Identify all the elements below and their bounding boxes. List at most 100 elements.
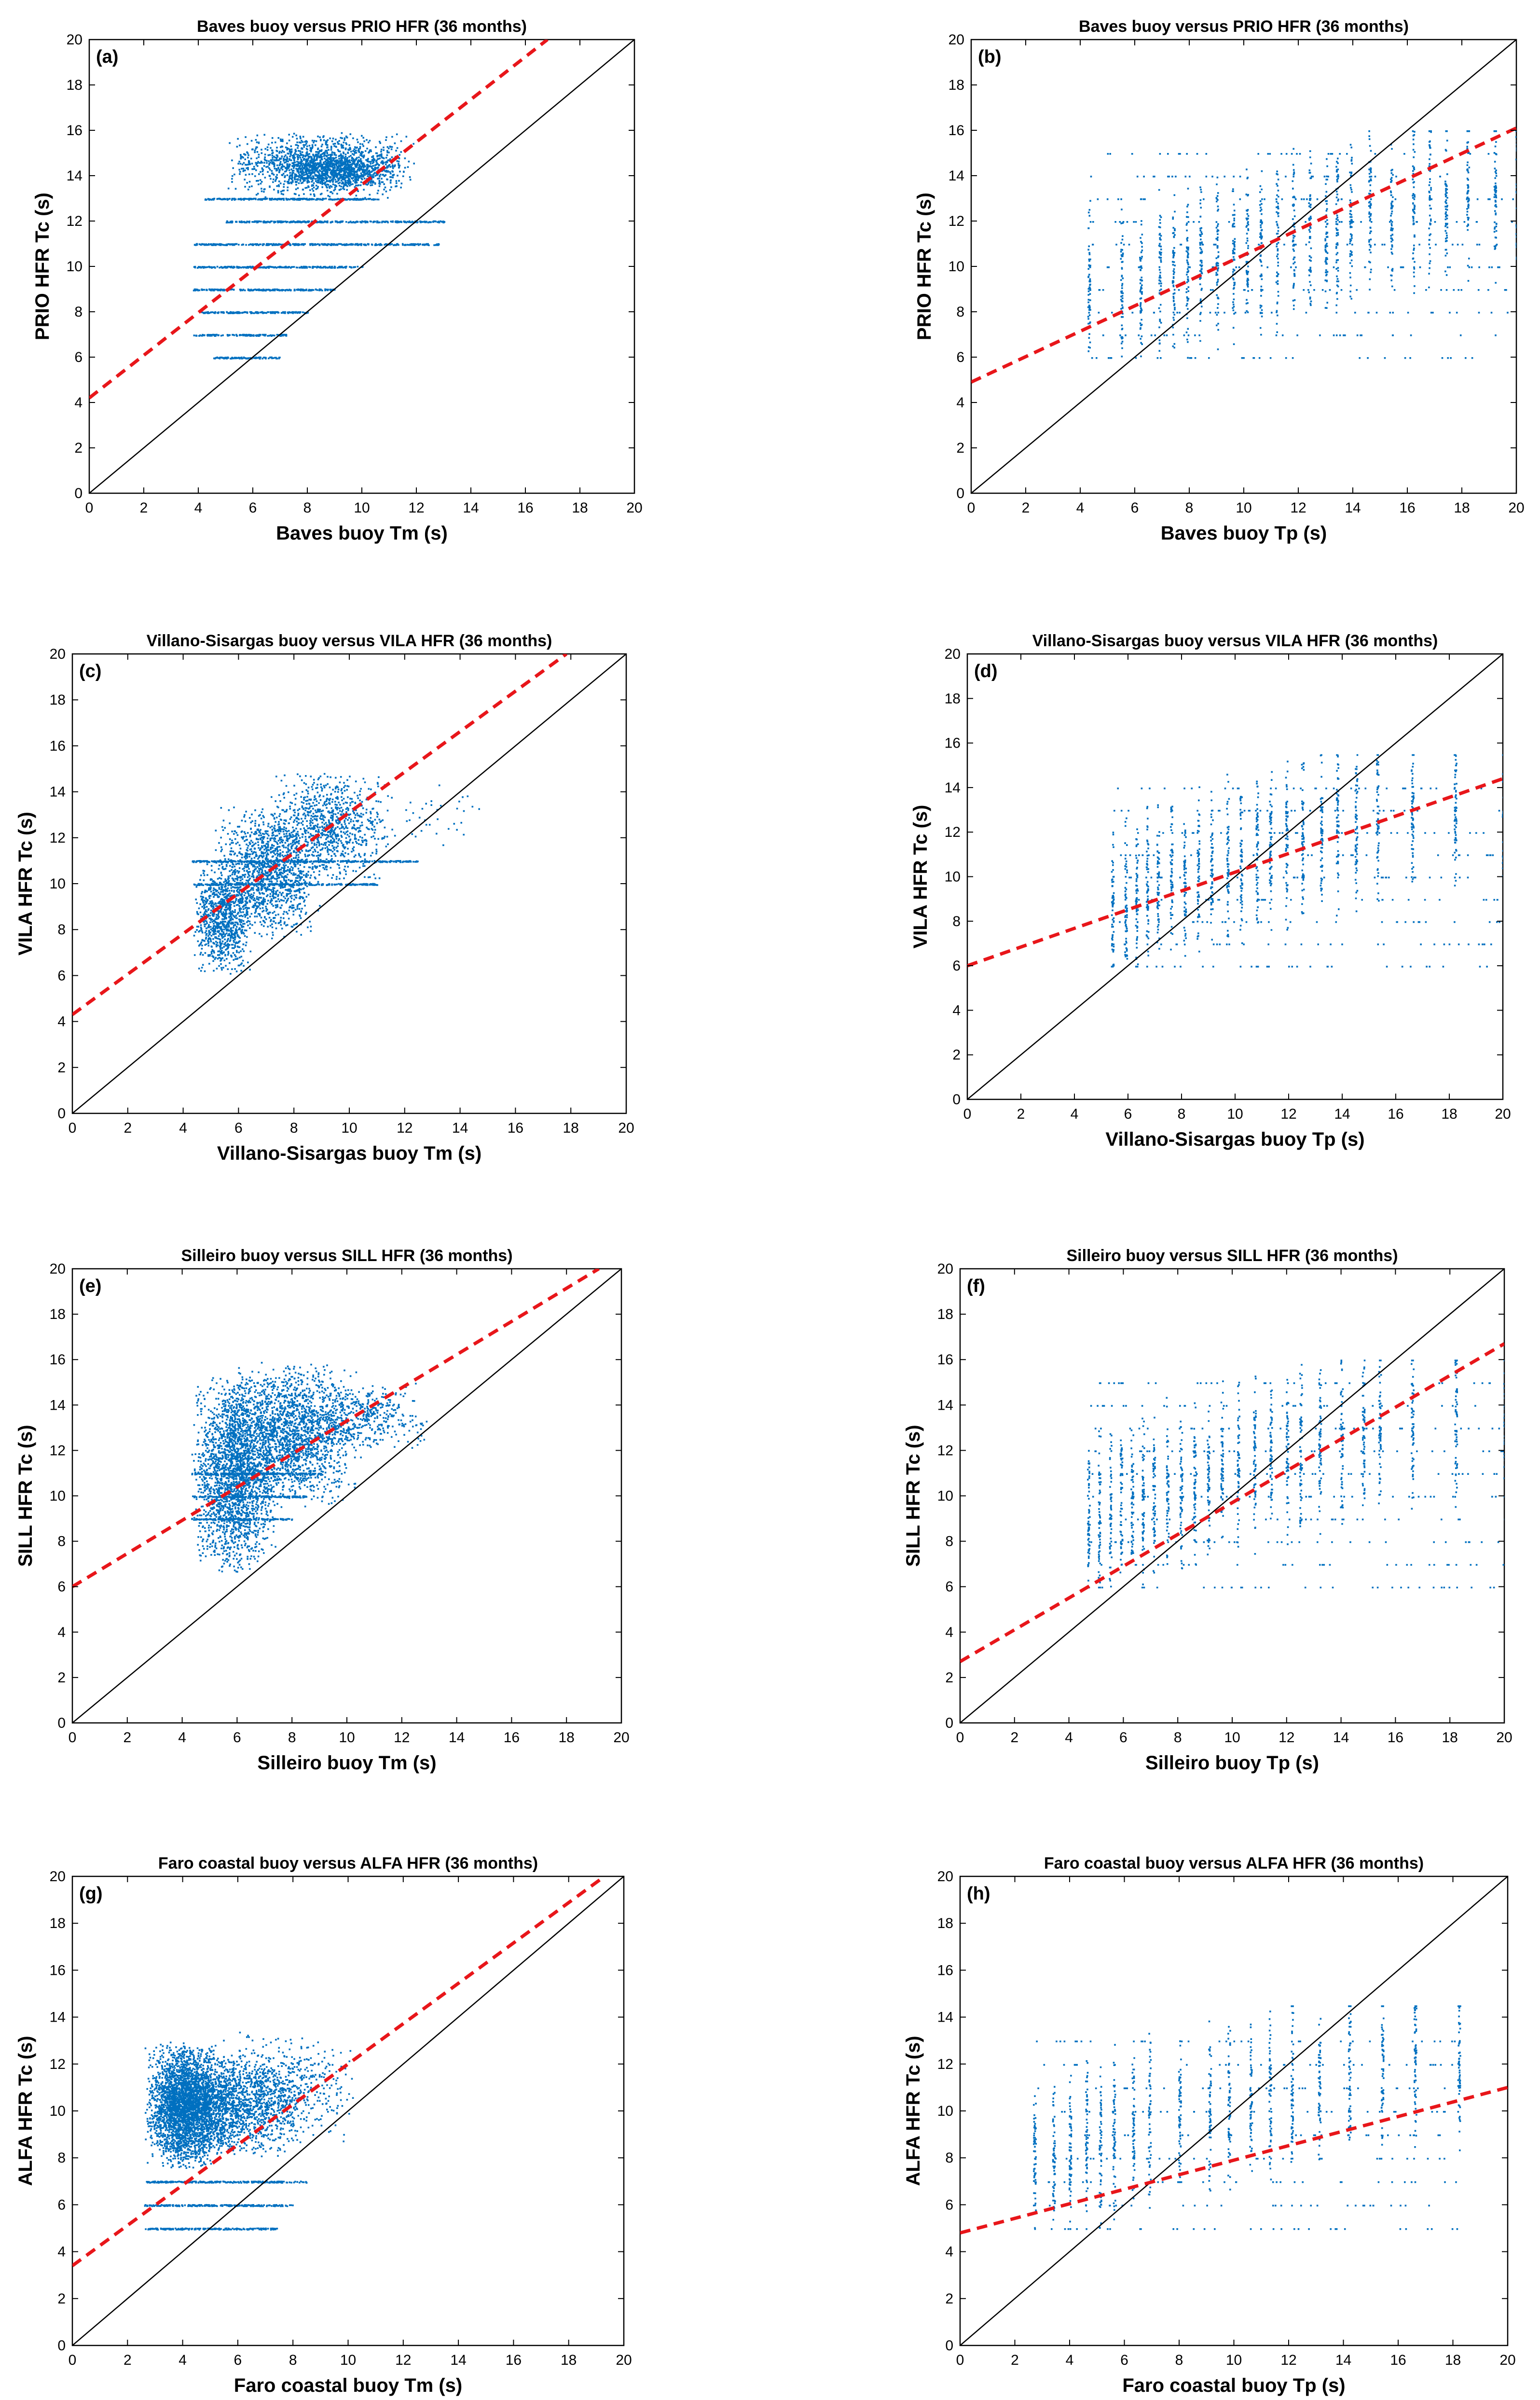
scatter-points: [192, 132, 446, 360]
y-tick-label: 16: [945, 735, 961, 751]
y-tick-label: 2: [74, 440, 82, 456]
chart-title: Villano-Sisargas buoy versus VILA HFR (3…: [1032, 632, 1438, 650]
x-tick-label: 4: [179, 2352, 187, 2368]
x-tick-label: 6: [234, 1120, 243, 1136]
x-tick-label: 12: [395, 2352, 411, 2368]
chart-title: Baves buoy versus PRIO HFR (36 months): [197, 17, 527, 36]
y-tick-label: 20: [67, 32, 82, 48]
y-tick-label: 20: [50, 1261, 66, 1277]
y-tick-label: 6: [57, 2197, 66, 2213]
y-tick-label: 0: [945, 2338, 953, 2354]
x-tick-label: 2: [1010, 1730, 1018, 1746]
y-axis-label: PRIO HFR Tc (s): [32, 193, 53, 340]
fit-line: [72, 654, 568, 1016]
reference-line: [72, 654, 626, 1113]
panel-label: (g): [79, 1884, 103, 1904]
y-axis-label: VILA HFR Tc (s): [910, 805, 931, 949]
y-tick-label: 8: [945, 1534, 953, 1550]
y-tick-label: 0: [945, 1715, 953, 1731]
y-tick-label: 20: [937, 1869, 953, 1885]
y-tick-label: 14: [50, 784, 66, 800]
x-tick-label: 8: [1174, 1730, 1182, 1746]
y-tick-label: 18: [50, 692, 66, 708]
x-tick-label: 0: [956, 1730, 964, 1746]
y-tick-label: 4: [57, 1624, 66, 1640]
y-tick-label: 6: [956, 349, 964, 365]
y-tick-label: 10: [50, 2103, 66, 2119]
reference-line: [971, 40, 1516, 493]
x-tick-label: 6: [1120, 2352, 1128, 2368]
x-tick-label: 14: [1335, 2352, 1351, 2368]
reference-line: [89, 40, 634, 493]
reference-line: [960, 1269, 1504, 1723]
x-tick-label: 0: [85, 500, 94, 516]
y-tick-label: 8: [57, 2150, 66, 2166]
panel-e: 0 2 4 6 8 10 12 14 16 18 20 0 2 4 6 8 10 12 14 16 18 20 Sillei…: [15, 1247, 630, 1774]
y-tick-label: 8: [57, 922, 66, 938]
y-tick-label: 0: [956, 486, 964, 501]
x-axis-label: Baves buoy Tp (s): [1161, 523, 1327, 544]
x-tick-label: 10: [354, 500, 370, 516]
y-tick-label: 20: [50, 646, 66, 662]
x-tick-label: 20: [1496, 1730, 1512, 1746]
chart-title: Baves buoy versus PRIO HFR (36 months): [1079, 17, 1409, 36]
x-tick-label: 10: [1227, 1106, 1243, 1122]
y-tick-label: 10: [937, 2103, 953, 2119]
y-tick-label: 18: [949, 77, 964, 93]
y-tick-label: 14: [945, 780, 961, 796]
chart-title: Faro coastal buoy versus ALFA HFR (36 mo…: [158, 1854, 538, 1873]
reference-line: [72, 1269, 621, 1723]
panel-h: 0 2 4 6 8 10 12 14 16 18 20 0 2 4 6 8 10 12 14 16 18 20 Faro c…: [903, 1854, 1516, 2396]
chart-title: Silleiro buoy versus SILL HFR (36 months…: [1066, 1247, 1398, 1265]
x-tick-label: 6: [233, 1730, 241, 1746]
y-axis-label: VILA HFR Tc (s): [15, 812, 36, 956]
x-tick-label: 18: [1454, 500, 1470, 516]
x-tick-label: 16: [1399, 500, 1415, 516]
y-tick-label: 0: [57, 2338, 66, 2354]
y-tick-label: 2: [945, 2291, 953, 2307]
scatter-point-cloud: [144, 2031, 354, 2231]
y-tick-label: 12: [50, 1443, 66, 1458]
y-tick-label: 18: [937, 1915, 953, 1931]
y-tick-label: 10: [67, 259, 82, 275]
y-tick-label: 8: [74, 304, 82, 320]
y-tick-label: 8: [945, 2150, 953, 2166]
y-tick-label: 6: [74, 349, 82, 365]
x-tick-label: 8: [1185, 500, 1194, 516]
x-tick-label: 16: [1388, 1730, 1403, 1746]
x-tick-label: 10: [1226, 2352, 1242, 2368]
y-tick-label: 4: [57, 2244, 66, 2260]
x-tick-label: 18: [1445, 2352, 1461, 2368]
y-tick-label: 12: [937, 2056, 953, 2072]
x-tick-label: 20: [1499, 2352, 1515, 2368]
y-tick-label: 6: [57, 1579, 66, 1595]
y-tick-label: 2: [57, 2291, 66, 2307]
x-tick-label: 12: [1290, 500, 1306, 516]
x-tick-label: 12: [408, 500, 424, 516]
x-tick-label: 18: [1442, 1730, 1458, 1746]
reference-line: [967, 654, 1503, 1099]
y-tick-label: 12: [945, 824, 961, 840]
x-tick-label: 14: [1334, 1106, 1350, 1122]
fit-line: [89, 40, 549, 400]
x-tick-label: 18: [559, 1730, 575, 1746]
y-tick-label: 8: [57, 1534, 66, 1550]
y-tick-label: 16: [949, 123, 964, 139]
x-tick-label: 10: [340, 2352, 356, 2368]
x-axis-label: Baves buoy Tm (s): [276, 523, 448, 544]
y-tick-label: 18: [937, 1306, 953, 1322]
y-tick-label: 10: [50, 876, 66, 892]
x-tick-label: 6: [1124, 1106, 1132, 1122]
y-tick-label: 4: [945, 2244, 953, 2260]
fit-line: [960, 2086, 1508, 2235]
x-tick-label: 10: [341, 1120, 357, 1136]
x-tick-label: 16: [506, 2352, 522, 2368]
y-tick-label: 14: [50, 1397, 66, 1413]
x-tick-label: 16: [508, 1120, 523, 1136]
y-axis-label: SILL HFR Tc (s): [903, 1425, 924, 1567]
x-tick-label: 16: [1388, 1106, 1403, 1122]
x-axis-label: Villano-Sisargas buoy Tp (s): [1105, 1129, 1364, 1150]
x-tick-label: 6: [234, 2352, 242, 2368]
y-tick-label: 16: [67, 123, 82, 139]
x-tick-label: 0: [69, 1120, 77, 1136]
